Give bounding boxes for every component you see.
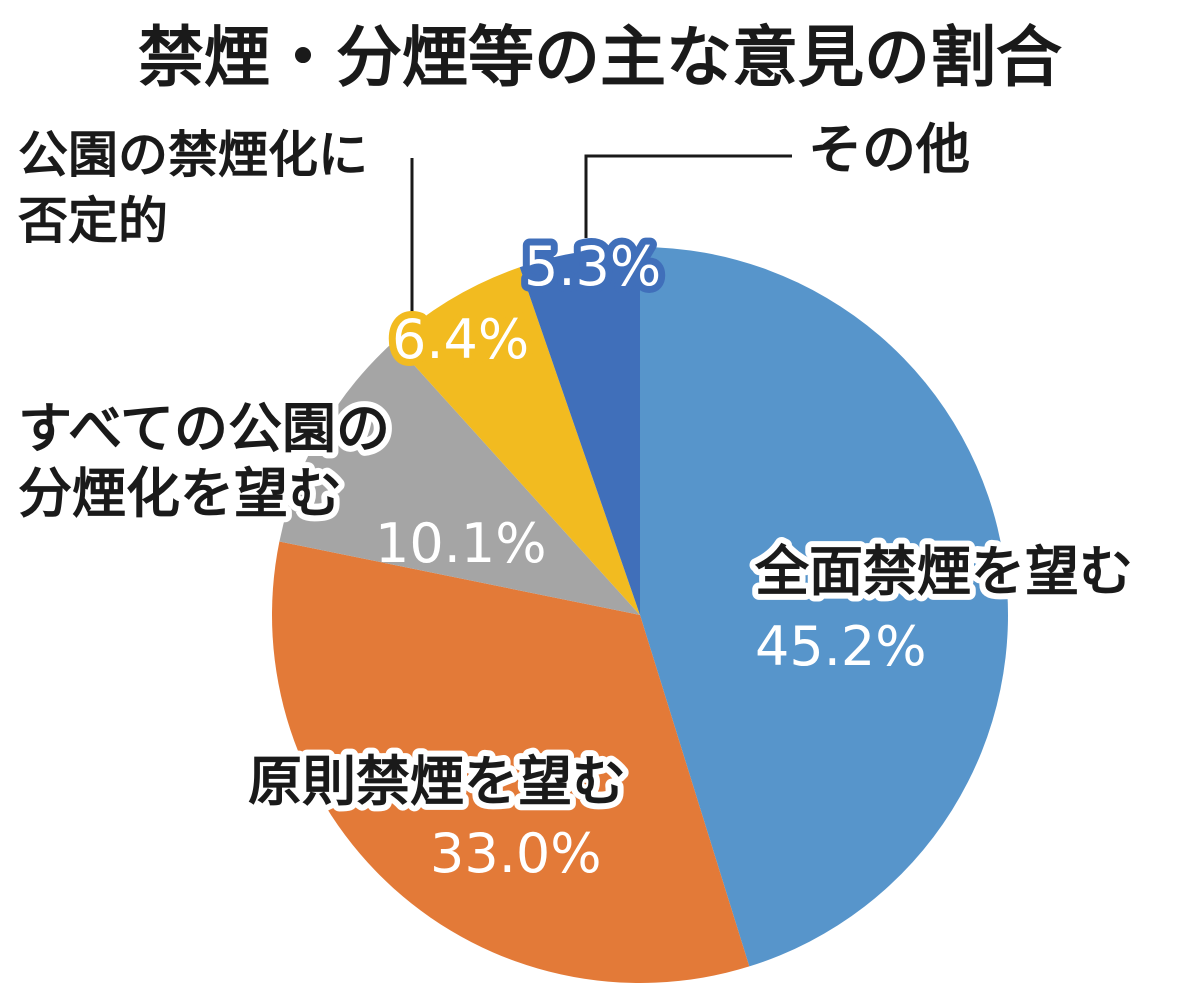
pie-slices (271, 247, 1008, 984)
category-label: その他 (808, 118, 970, 181)
category-label: 原則禁煙を望む (248, 750, 626, 813)
category-label-halo: 原則禁煙を望む (248, 750, 626, 813)
chart-title: 禁煙・分煙等の主な意見の割合 (138, 19, 1062, 96)
value-label-halo: 6.4% (392, 308, 529, 371)
category-label-halo: すべての公園の (18, 397, 390, 460)
category-label-halo: 公園の禁煙化に (18, 126, 368, 184)
slice-labels: 全面禁煙を望む全面禁煙を望む45.2%原則禁煙を望む原則禁煙を望む33.0%すべ… (12, 112, 1139, 885)
leader-lines (410, 154, 792, 318)
category-label: 全面禁煙を望む (754, 540, 1133, 603)
value-label: 5.3% (524, 235, 661, 298)
pie-slice (271, 541, 750, 984)
category-label-halo: 否定的 (18, 192, 168, 250)
category-label: すべての公園の (18, 397, 390, 460)
category-label: 公園の禁煙化に (18, 126, 368, 184)
value-label: 33.0% (430, 822, 602, 885)
value-label: 10.1% (375, 512, 547, 575)
pie-slice (519, 247, 640, 615)
pie-slice (279, 342, 640, 615)
value-label-halo: 5.3% (524, 235, 661, 298)
category-label-halo: 分煙化を望む (18, 462, 342, 525)
category-label: 否定的 (18, 192, 168, 250)
category-label: 分煙化を望む (18, 462, 342, 525)
category-label-halo: 全面禁煙を望む (754, 540, 1133, 603)
pie-slice (640, 247, 1008, 967)
leader-line (584, 154, 792, 238)
pie-slice (393, 267, 640, 615)
value-label: 6.4% (392, 308, 529, 371)
category-label-halo: その他 (808, 118, 970, 181)
value-label: 45.2% (755, 615, 927, 678)
